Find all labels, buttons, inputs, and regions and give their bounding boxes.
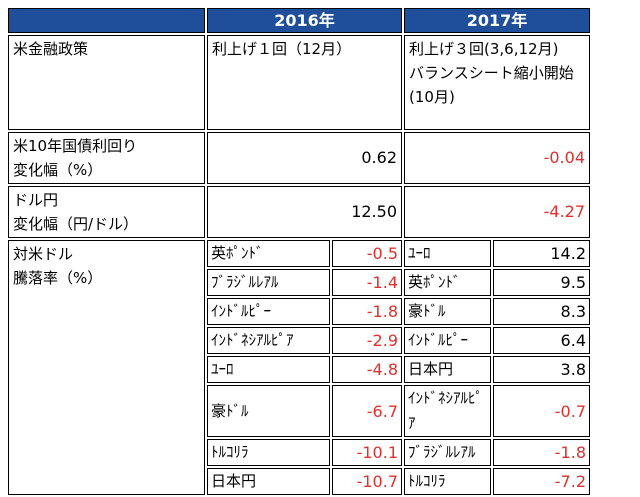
currency-name: 豪ﾄﾞﾙ (404, 298, 491, 325)
change-value: -2.9 (332, 327, 402, 354)
currency-name: ｲﾝﾄﾞﾈｼｱﾙﾋﾟｱ (404, 385, 491, 437)
row-label: ドル円 変化幅（円/ドル） (8, 186, 205, 238)
row: 米10年国債利回り 変化幅（%） 0.62 -0.04 (8, 132, 590, 184)
row-label: 対米ドル 騰落率（%） (8, 240, 205, 495)
row: ﾌﾞﾗｼﾞﾙﾚｱﾙ -1.4 英ﾎﾟﾝﾄﾞ 9.5 (8, 269, 590, 296)
currency-name: ﾄﾙｺﾘﾗ (404, 468, 491, 495)
row: ｲﾝﾄﾞﾙﾋﾟｰ -1.8 豪ﾄﾞﾙ 8.3 (8, 298, 590, 325)
row: ドル円 変化幅（円/ドル） 12.50 -4.27 (8, 186, 590, 238)
change-value: -0.7 (493, 385, 590, 437)
table: 2016年 2017年 米金融政策 利上げ１回（12月） 利上げ３回(3,6,12月… (6, 6, 592, 497)
header-row: 2016年 2017年 (8, 8, 590, 33)
policy-cell: 利上げ１回（12月） (207, 35, 402, 130)
currency-name: ｲﾝﾄﾞﾙﾋﾟｰ (207, 298, 330, 325)
currency-name: 豪ﾄﾞﾙ (207, 385, 330, 437)
value-cell: -4.27 (404, 186, 590, 238)
currency-name: 日本円 (404, 356, 491, 383)
row: 豪ﾄﾞﾙ -6.7 ｲﾝﾄﾞﾈｼｱﾙﾋﾟｱ -0.7 (8, 385, 590, 437)
change-value: -6.7 (332, 385, 402, 437)
currency-name: ﾕｰﾛ (404, 240, 491, 267)
row-label: 米金融政策 (8, 35, 205, 130)
change-value: 14.2 (493, 240, 590, 267)
currency-name: ﾄﾙｺﾘﾗ (207, 439, 330, 466)
currency-name: ﾕｰﾛ (207, 356, 330, 383)
change-value: -4.8 (332, 356, 402, 383)
row: 米金融政策 利上げ１回（12月） 利上げ３回(3,6,12月) バランスシート縮小開… (8, 35, 590, 130)
change-value: -1.8 (332, 298, 402, 325)
header-cell: 2017年 (404, 8, 590, 33)
change-value: -1.4 (332, 269, 402, 296)
row: ｲﾝﾄﾞﾈｼｱﾙﾋﾟｱ -2.9 ｲﾝﾄﾞﾙﾋﾟｰ 6.4 (8, 327, 590, 354)
currency-name: 英ﾎﾟﾝﾄﾞ (404, 269, 491, 296)
header-cell: 2016年 (207, 8, 402, 33)
change-value: -1.8 (493, 439, 590, 466)
row: ﾕｰﾛ -4.8 日本円 3.8 (8, 356, 590, 383)
page: 2016年 2017年 米金融政策 利上げ１回（12月） 利上げ３回(3,6,12月… (8, 8, 590, 495)
change-value: 8.3 (493, 298, 590, 325)
currency-name: ｲﾝﾄﾞﾙﾋﾟｰ (404, 327, 491, 354)
currency-name: ﾌﾞﾗｼﾞﾙﾚｱﾙ (207, 269, 330, 296)
change-value: 6.4 (493, 327, 590, 354)
policy-cell: 利上げ３回(3,6,12月) バランスシート縮小開始 (10月) (404, 35, 590, 130)
currency-name: ﾌﾞﾗｼﾞﾙﾚｱﾙ (404, 439, 491, 466)
value-cell: 12.50 (207, 186, 402, 238)
currency-name: 日本円 (207, 468, 330, 495)
header-blank (8, 8, 205, 33)
change-value: -10.7 (332, 468, 402, 495)
row: 対米ドル 騰落率（%） 英ﾎﾟﾝﾄﾞ -0.5 ﾕｰﾛ 14.2 (8, 240, 590, 495)
change-value: 3.8 (493, 356, 590, 383)
value-cell: 0.62 (207, 132, 402, 184)
row: ﾄﾙｺﾘﾗ -10.1 ﾌﾞﾗｼﾞﾙﾚｱﾙ -1.8 (8, 439, 590, 466)
change-value: 9.5 (493, 269, 590, 296)
change-value: -0.5 (332, 240, 402, 267)
row-label: 米10年国債利回り 変化幅（%） (8, 132, 205, 184)
change-value: -7.2 (493, 468, 590, 495)
currency-name: 英ﾎﾟﾝﾄﾞ (207, 240, 330, 267)
value-cell: -0.04 (404, 132, 590, 184)
change-value: -10.1 (332, 439, 402, 466)
currency-name: ｲﾝﾄﾞﾈｼｱﾙﾋﾟｱ (207, 327, 330, 354)
